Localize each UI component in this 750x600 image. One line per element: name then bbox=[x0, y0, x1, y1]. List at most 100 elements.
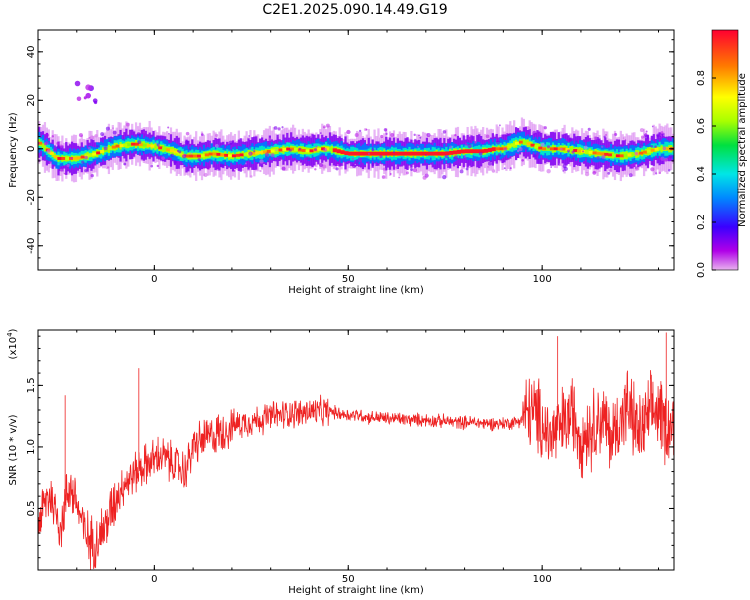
heatmap-frame bbox=[37, 29, 675, 271]
heatmap-core-cell bbox=[96, 151, 101, 155]
heatmap-ytick-label: -20 bbox=[26, 189, 37, 205]
heatmap-core-cell bbox=[604, 152, 609, 156]
heatmap-speckle bbox=[543, 126, 547, 130]
heatmap-core-cell bbox=[398, 151, 403, 156]
heatmap-speckle bbox=[645, 130, 648, 133]
heatmap-speckle bbox=[70, 157, 73, 160]
heatmap-speckle bbox=[593, 136, 598, 140]
heatmap-speckle bbox=[48, 160, 52, 164]
heatmap-speckle bbox=[168, 132, 170, 135]
heatmap-speckle bbox=[176, 149, 179, 152]
heatmap-speckle bbox=[654, 145, 657, 149]
heatmap-speckle bbox=[44, 141, 49, 146]
snr-y-multiplier: (x104) bbox=[6, 328, 19, 359]
snr-y-axis: 0.5 1.0 1.5 bbox=[26, 335, 674, 571]
heatmap-core-cell bbox=[352, 151, 357, 156]
heatmap-core-cell bbox=[468, 149, 473, 154]
heatmap-speckle bbox=[592, 170, 597, 175]
heatmap-speckle bbox=[301, 139, 305, 143]
heatmap-speckle bbox=[426, 132, 431, 138]
heatmap-speckle bbox=[56, 145, 61, 150]
heatmap-speckle bbox=[518, 147, 523, 152]
heatmap-speckle bbox=[318, 162, 324, 168]
heatmap-speckle bbox=[667, 169, 671, 172]
heatmap-core-cell bbox=[363, 151, 368, 156]
heatmap-speckle bbox=[465, 167, 469, 171]
heatmap-speckle bbox=[270, 153, 275, 158]
heatmap-core-cell bbox=[646, 149, 652, 153]
heatmap-core-cell bbox=[425, 151, 430, 156]
heatmap-core-cell bbox=[107, 147, 112, 150]
heatmap-speckle bbox=[596, 156, 600, 160]
heatmap-speckle bbox=[413, 133, 416, 137]
heatmap-core-cell bbox=[266, 150, 271, 153]
heatmap-core-cell bbox=[522, 140, 527, 144]
snr-ytick-label: 1.0 bbox=[26, 439, 37, 455]
heatmap-core-cell bbox=[441, 151, 446, 156]
heatmap-core-cell bbox=[650, 148, 655, 152]
heatmap-speckle bbox=[253, 159, 255, 161]
heatmap-speckle bbox=[201, 133, 204, 136]
heatmap-core-cell bbox=[344, 151, 349, 156]
heatmap-speckle bbox=[640, 135, 645, 139]
heatmap-speckle bbox=[478, 151, 483, 156]
heatmap-speckle bbox=[167, 126, 170, 129]
heatmap-core-cell bbox=[546, 147, 551, 151]
heatmap-core-cell bbox=[251, 151, 256, 155]
heatmap-core-cell bbox=[150, 144, 155, 148]
heatmap-speckle bbox=[142, 150, 145, 153]
heatmap-core-cell bbox=[414, 151, 419, 156]
heatmap-speckle bbox=[639, 128, 644, 133]
heatmap-core-cell bbox=[278, 148, 283, 152]
heatmap-core-cell bbox=[270, 149, 275, 153]
heatmap-speckle bbox=[505, 133, 510, 137]
heatmap-core-cell bbox=[154, 145, 159, 149]
heatmap-core-cell bbox=[286, 147, 291, 151]
heatmap-speckle bbox=[605, 134, 607, 136]
heatmap-speckle bbox=[59, 144, 63, 148]
heatmap-speckle bbox=[395, 166, 398, 169]
heatmap-core-cell bbox=[197, 154, 202, 158]
heatmap-speckle bbox=[59, 168, 63, 172]
heatmap-speckle bbox=[156, 143, 160, 147]
heatmap-blob bbox=[83, 96, 87, 100]
heatmap-speckle bbox=[314, 168, 317, 171]
heatmap-speckle bbox=[587, 127, 591, 131]
heatmap-speckle bbox=[289, 149, 292, 152]
heatmap-speckle bbox=[417, 145, 420, 148]
heatmap-speckle bbox=[390, 133, 395, 137]
heatmap-speckle bbox=[275, 149, 278, 152]
heatmap-speckle bbox=[180, 160, 182, 163]
heatmap-speckle bbox=[84, 169, 88, 173]
heatmap-speckle bbox=[571, 150, 575, 154]
heatmap-core-cell bbox=[92, 152, 97, 156]
heatmap-speckle bbox=[106, 166, 110, 169]
colorbar-tick-label: 0.4 bbox=[696, 166, 707, 182]
heatmap-speckle bbox=[136, 132, 141, 136]
heatmap-core-cell bbox=[142, 143, 147, 147]
heatmap-core-cell bbox=[515, 141, 520, 145]
heatmap-core-cell bbox=[507, 144, 512, 148]
heatmap-speckle bbox=[382, 167, 386, 171]
heatmap-speckle bbox=[155, 142, 157, 144]
heatmap-speckle bbox=[256, 162, 259, 165]
heatmap-speckle bbox=[206, 166, 211, 170]
heatmap-core-cell bbox=[584, 150, 589, 154]
heatmap-core-cell bbox=[119, 144, 124, 148]
heatmap-speckle bbox=[449, 145, 453, 149]
heatmap-core-cell bbox=[666, 147, 671, 151]
heatmap-speckle bbox=[562, 169, 565, 172]
heatmap-core-cell bbox=[356, 151, 361, 156]
heatmap-core-cell bbox=[499, 147, 504, 151]
heatmap-speckle bbox=[358, 158, 363, 162]
snr-x-axis: 0 50 100 bbox=[37, 330, 659, 585]
heatmap-core-cell bbox=[460, 149, 465, 154]
heatmap-speckle bbox=[444, 155, 448, 159]
heatmap-core-cell bbox=[200, 154, 206, 158]
heatmap-speckle bbox=[233, 170, 236, 172]
heatmap-speckle bbox=[567, 149, 570, 153]
heatmap-speckle bbox=[315, 145, 318, 148]
heatmap-core-cell bbox=[340, 150, 345, 155]
heatmap-speckle bbox=[178, 150, 182, 154]
heatmap-core-cell bbox=[115, 144, 120, 148]
